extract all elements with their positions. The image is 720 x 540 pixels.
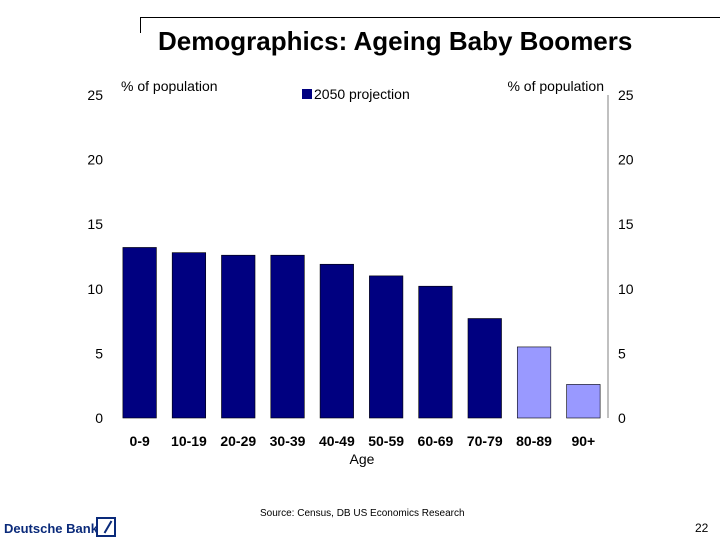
legend-label: 2050 projection	[314, 86, 410, 102]
x-tick-label: 60-69	[418, 433, 454, 449]
y-tick-label-right: 20	[618, 152, 634, 168]
x-tick-label: 40-49	[319, 433, 355, 449]
x-tick-label: 0-9	[130, 433, 150, 449]
bar-40-49	[319, 263, 354, 419]
y-axis-label-left: % of population	[121, 78, 218, 94]
x-tick-label: 90+	[571, 433, 595, 449]
y-tick-label-right: 25	[618, 87, 634, 103]
x-tick-label: 80-89	[516, 433, 552, 449]
bar-60-69	[418, 285, 453, 419]
bar-50-59	[369, 275, 404, 419]
x-axis-label: Age	[350, 451, 375, 467]
x-tick-label: 10-19	[171, 433, 207, 449]
bar-0-9	[122, 247, 157, 419]
bar-90+	[566, 384, 601, 419]
brand-name: Deutsche Bank	[4, 521, 98, 536]
y-tick-label-left: 0	[95, 410, 103, 426]
y-tick-label-left: 15	[87, 216, 103, 232]
x-tick-label: 30-39	[270, 433, 306, 449]
bar-80-89	[516, 346, 552, 419]
y-axis-label-right: % of population	[507, 78, 604, 94]
title-rule-tick	[140, 17, 141, 33]
source-note: Source: Census, DB US Economics Research	[260, 508, 465, 519]
y-tick-label-right: 5	[618, 345, 626, 361]
deutsche-bank-logo-icon	[96, 517, 116, 537]
y-tick-label-right: 0	[618, 410, 626, 426]
bar-chart: 0 0 5 5 10 10 15 15 20 20 25 25 0-9 10-19 20-29 30-39 40…	[87, 78, 634, 467]
y-tick-label-left: 20	[87, 152, 103, 168]
bar-10-19	[171, 252, 207, 419]
x-tick-label: 50-59	[368, 433, 404, 449]
y-tick-label-right: 15	[618, 216, 634, 232]
x-tick-label: 70-79	[467, 433, 503, 449]
logo-slash	[103, 520, 113, 534]
x-tick-label: 20-29	[220, 433, 256, 449]
y-tick-label-left: 25	[87, 87, 103, 103]
page-number: 22	[695, 521, 709, 535]
bar-20-29	[221, 254, 256, 419]
y-tick-label-right: 10	[618, 281, 634, 297]
legend-swatch	[302, 89, 312, 99]
title-rule	[140, 17, 720, 18]
y-tick-label-left: 10	[87, 281, 103, 297]
y-tick-label-left: 5	[95, 345, 103, 361]
slide-title: Demographics: Ageing Baby Boomers	[158, 26, 633, 56]
bar-70-79	[467, 318, 502, 419]
bar-30-39	[270, 254, 305, 419]
